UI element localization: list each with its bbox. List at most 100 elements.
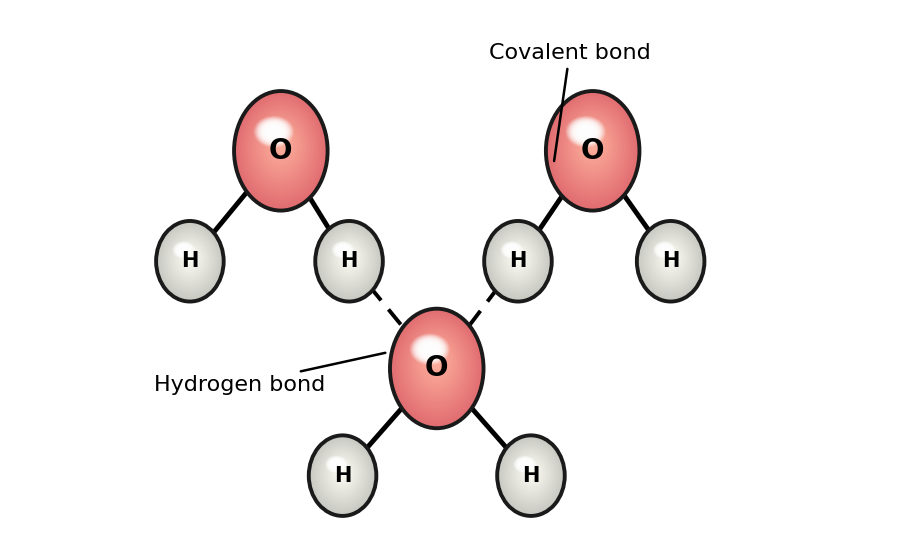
- Ellipse shape: [584, 133, 602, 154]
- Ellipse shape: [333, 241, 364, 277]
- Ellipse shape: [255, 114, 306, 179]
- Ellipse shape: [561, 107, 624, 189]
- Ellipse shape: [246, 104, 316, 193]
- Ellipse shape: [658, 244, 683, 274]
- Ellipse shape: [333, 239, 366, 279]
- Ellipse shape: [557, 104, 628, 193]
- Ellipse shape: [162, 227, 217, 294]
- Ellipse shape: [330, 459, 343, 470]
- Ellipse shape: [312, 438, 374, 513]
- Ellipse shape: [560, 106, 625, 190]
- Ellipse shape: [275, 136, 286, 150]
- Ellipse shape: [501, 242, 523, 259]
- Ellipse shape: [418, 339, 456, 387]
- Ellipse shape: [320, 447, 365, 501]
- Ellipse shape: [510, 248, 514, 251]
- Ellipse shape: [400, 319, 474, 415]
- Ellipse shape: [580, 127, 606, 162]
- Ellipse shape: [423, 345, 450, 379]
- Ellipse shape: [494, 231, 543, 289]
- Ellipse shape: [564, 111, 622, 184]
- Ellipse shape: [659, 244, 682, 273]
- Ellipse shape: [239, 96, 323, 204]
- Ellipse shape: [171, 237, 208, 282]
- Ellipse shape: [426, 347, 448, 376]
- Ellipse shape: [159, 224, 220, 297]
- Ellipse shape: [390, 309, 484, 428]
- Ellipse shape: [417, 339, 442, 359]
- Ellipse shape: [245, 103, 317, 195]
- Ellipse shape: [278, 139, 284, 145]
- Ellipse shape: [518, 459, 532, 470]
- Ellipse shape: [252, 111, 310, 184]
- Ellipse shape: [486, 223, 550, 299]
- Ellipse shape: [522, 462, 540, 484]
- Ellipse shape: [654, 242, 675, 259]
- Ellipse shape: [328, 457, 345, 471]
- Ellipse shape: [562, 108, 624, 188]
- Ellipse shape: [414, 337, 445, 362]
- Ellipse shape: [502, 242, 522, 257]
- Ellipse shape: [504, 443, 558, 507]
- Ellipse shape: [513, 252, 523, 264]
- Ellipse shape: [242, 100, 320, 199]
- Ellipse shape: [576, 124, 595, 139]
- Ellipse shape: [526, 467, 535, 477]
- Ellipse shape: [498, 436, 564, 515]
- Ellipse shape: [435, 358, 439, 362]
- Ellipse shape: [564, 111, 621, 183]
- Ellipse shape: [660, 247, 669, 253]
- Ellipse shape: [665, 251, 677, 265]
- Ellipse shape: [498, 236, 537, 283]
- Ellipse shape: [577, 125, 608, 165]
- Ellipse shape: [410, 331, 463, 398]
- Text: H: H: [181, 251, 198, 271]
- Ellipse shape: [184, 251, 196, 265]
- Ellipse shape: [421, 343, 439, 356]
- Ellipse shape: [512, 251, 524, 265]
- Ellipse shape: [664, 250, 678, 266]
- Ellipse shape: [515, 454, 547, 493]
- Ellipse shape: [330, 458, 355, 488]
- Ellipse shape: [410, 334, 449, 365]
- Ellipse shape: [160, 225, 219, 296]
- Ellipse shape: [592, 141, 593, 143]
- Ellipse shape: [410, 330, 464, 399]
- Ellipse shape: [334, 463, 339, 466]
- Ellipse shape: [506, 244, 530, 273]
- Ellipse shape: [241, 99, 321, 201]
- Ellipse shape: [429, 352, 444, 370]
- Ellipse shape: [333, 461, 341, 467]
- Ellipse shape: [574, 123, 597, 140]
- Ellipse shape: [514, 253, 522, 263]
- Ellipse shape: [563, 109, 622, 185]
- Ellipse shape: [657, 244, 672, 256]
- Ellipse shape: [314, 442, 371, 508]
- Ellipse shape: [578, 126, 608, 164]
- Ellipse shape: [516, 457, 534, 471]
- Ellipse shape: [669, 255, 672, 260]
- Ellipse shape: [524, 463, 525, 465]
- Ellipse shape: [506, 246, 518, 255]
- Ellipse shape: [158, 223, 222, 299]
- Ellipse shape: [497, 435, 564, 516]
- Ellipse shape: [268, 128, 294, 160]
- Ellipse shape: [525, 465, 537, 479]
- Ellipse shape: [656, 243, 673, 257]
- Ellipse shape: [661, 248, 668, 252]
- Ellipse shape: [431, 353, 442, 367]
- Ellipse shape: [324, 231, 373, 289]
- Ellipse shape: [500, 439, 562, 512]
- Ellipse shape: [266, 127, 294, 163]
- Ellipse shape: [260, 119, 302, 173]
- Ellipse shape: [261, 120, 301, 172]
- Ellipse shape: [586, 135, 599, 151]
- Ellipse shape: [554, 100, 631, 199]
- Ellipse shape: [341, 248, 358, 268]
- Ellipse shape: [416, 337, 458, 390]
- Ellipse shape: [327, 455, 358, 492]
- Ellipse shape: [323, 230, 374, 291]
- Ellipse shape: [188, 255, 191, 260]
- Ellipse shape: [275, 135, 287, 151]
- Ellipse shape: [251, 109, 311, 185]
